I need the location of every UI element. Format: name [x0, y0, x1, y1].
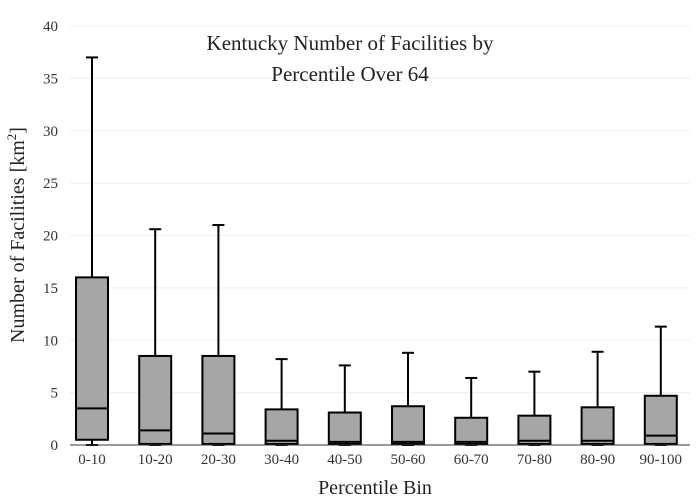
x-tick-label: 90-100	[640, 452, 683, 468]
box-group	[201, 224, 236, 446]
box-group	[454, 376, 489, 446]
y-tick-label: 40	[43, 19, 58, 35]
box-group	[264, 358, 299, 446]
x-tick-label: 80-90	[580, 452, 615, 468]
y-tick-label: 0	[51, 438, 59, 454]
y-tick-label: 5	[51, 386, 59, 402]
y-tick-label: 30	[43, 124, 58, 140]
box-iqr	[327, 411, 362, 445]
y-axis-label-end: ]	[7, 127, 29, 134]
y-tick-label: 15	[43, 281, 58, 297]
box-iqr	[201, 354, 236, 445]
y-axis-label-superscript: 2	[4, 134, 19, 141]
box-group	[580, 350, 615, 446]
x-tick-label: 70-80	[517, 452, 552, 468]
box-iqr	[264, 408, 299, 445]
y-axis-label-main: Number of Facilities [km	[7, 140, 29, 343]
y-tick-label: 10	[43, 333, 58, 349]
box-iqr	[580, 406, 615, 445]
x-tick-label: 10-20	[138, 452, 173, 468]
box-iqr	[454, 416, 489, 445]
box-iqr	[138, 354, 173, 445]
x-tick-label: 0-10	[78, 452, 106, 468]
box-iqr	[75, 276, 109, 441]
box-group	[75, 56, 109, 446]
y-axis-label: Number of Facilities [km2]	[4, 127, 29, 343]
chart-title-line-1: Kentucky Number of Facilities by	[207, 31, 494, 55]
x-tick-label: 30-40	[264, 452, 299, 468]
y-tick-labels: 0 5 10 15 20 25 30 35 40	[43, 19, 58, 454]
x-tick-label: 60-70	[454, 452, 489, 468]
y-tick-label: 25	[43, 176, 58, 192]
x-tick-label: 20-30	[201, 452, 236, 468]
boxes	[75, 56, 678, 446]
box-iqr	[517, 414, 552, 445]
box-iqr	[391, 405, 425, 445]
x-tick-labels: 0-10 10-20 20-30 30-40 40-50 50-60 60-70 70-80 8…	[78, 452, 682, 468]
box-iqr	[643, 394, 678, 445]
y-tick-label: 20	[43, 229, 58, 245]
box-group	[327, 364, 362, 446]
box-group	[391, 351, 425, 446]
gridlines	[70, 25, 690, 394]
box-group	[517, 370, 552, 446]
y-tick-label: 35	[43, 71, 58, 87]
x-tick-label: 50-60	[391, 452, 426, 468]
x-axis-label: Percentile Bin	[318, 477, 432, 499]
box-group	[643, 325, 678, 446]
x-tick-label: 40-50	[327, 452, 362, 468]
box-group	[138, 228, 173, 446]
chart-title-line-2: Percentile Over 64	[271, 62, 429, 86]
